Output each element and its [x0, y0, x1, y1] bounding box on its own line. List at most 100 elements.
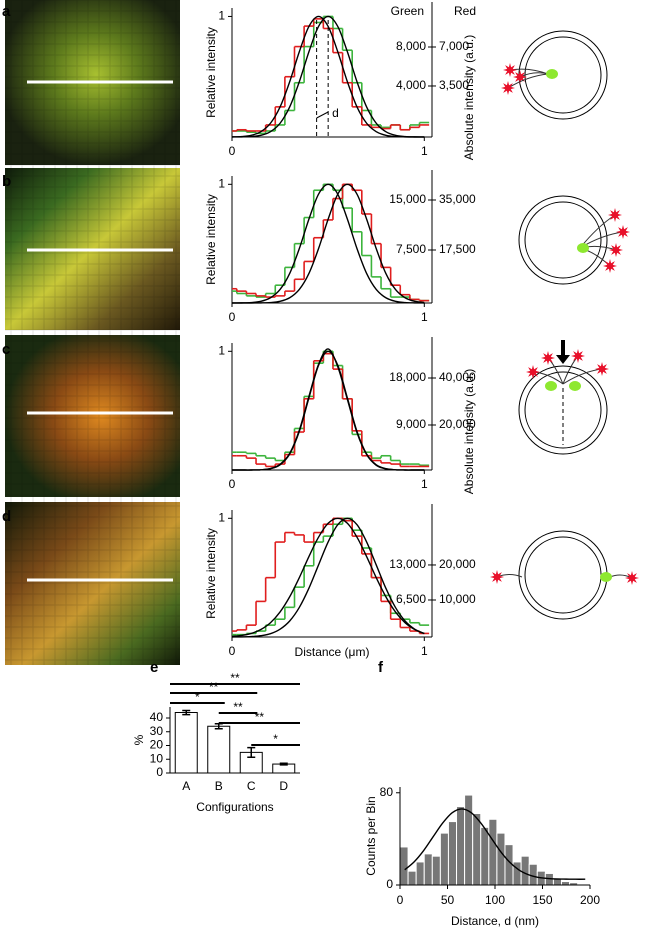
fluorophore — [603, 259, 617, 273]
fit-curve — [231, 517, 425, 638]
histogram-bar — [512, 861, 522, 886]
x-axis-label: Configurations — [196, 800, 273, 814]
membrane — [524, 536, 602, 614]
x-axis-label: Distance (μm) — [295, 645, 370, 659]
green-label — [546, 69, 558, 79]
fluorophore — [616, 225, 630, 239]
x-tick-label: 0 — [229, 477, 236, 491]
histogram-bar — [464, 794, 474, 886]
axis-title: Red — [454, 4, 476, 18]
y2-tick-label: 15,000 — [389, 192, 426, 206]
histogram-bar — [399, 846, 409, 886]
y2-axis-label: Absolute intensity (a.u.) — [462, 369, 476, 494]
y2-tick-label: 13,000 — [389, 557, 426, 571]
error-bar — [182, 709, 191, 716]
membrane — [524, 371, 602, 449]
x-tick-label: D — [279, 779, 288, 793]
y2-tick-label: 18,000 — [389, 370, 426, 384]
error-bar — [279, 762, 288, 766]
panel-label: c — [2, 341, 10, 358]
histogram-bar — [439, 832, 449, 886]
y-axis-label: Relative intensity — [204, 194, 218, 285]
y2-axis-label: Absolute intensity (a.u.) — [462, 35, 476, 160]
fit-curve — [232, 183, 425, 304]
green-label — [545, 381, 557, 391]
membrane — [518, 530, 608, 620]
histogram-bar — [480, 826, 490, 886]
histogram-bar — [528, 863, 538, 886]
significance-label: ** — [255, 710, 265, 724]
bar — [207, 725, 231, 774]
membrane — [518, 195, 608, 285]
histogram-bar — [407, 870, 417, 886]
green-label — [600, 572, 612, 582]
fluorophore — [609, 243, 623, 257]
y2-tick-label: 8,000 — [396, 39, 426, 53]
panel-label: f — [378, 659, 384, 676]
x-tick-label: 0 — [229, 310, 236, 324]
step-riser — [236, 184, 421, 301]
fit-curve — [232, 350, 425, 471]
panel-label: a — [2, 3, 11, 20]
x-tick-label: C — [247, 779, 256, 793]
panel-label: d — [2, 508, 11, 525]
guide — [316, 111, 329, 119]
y-axis-label: Relative intensity — [204, 27, 218, 118]
y2-tick-label: 7,500 — [396, 242, 426, 256]
error-bar — [247, 746, 256, 758]
histogram-bar — [423, 853, 433, 886]
x-tick-label: B — [215, 779, 223, 793]
histogram-bar — [456, 806, 466, 886]
fit-curve — [231, 15, 425, 138]
y-axis-label: % — [132, 734, 146, 745]
y2-tick-label: 9,000 — [396, 417, 426, 431]
histogram-bar — [415, 861, 425, 886]
y2-tick-label: 4,000 — [396, 78, 426, 92]
membrane — [524, 36, 602, 114]
y-tick-label: 1 — [218, 343, 225, 357]
fluorophore — [595, 362, 609, 376]
membrane — [524, 201, 602, 279]
x-tick-label: 0 — [229, 144, 236, 158]
fluorophore — [490, 570, 504, 584]
histogram-bar — [496, 832, 506, 886]
fluorophore — [608, 208, 622, 222]
annotation: d — [332, 106, 339, 120]
fit-curve — [231, 15, 425, 138]
y-tick-label: 0 — [386, 877, 393, 891]
histogram-bar — [520, 855, 530, 886]
fluorophore — [571, 349, 585, 363]
y3-tick-label: 7,000 — [439, 39, 469, 53]
x-tick-label: 150 — [532, 893, 552, 907]
y-axis-label: Counts per Bin — [364, 796, 378, 875]
fit-curve — [231, 183, 425, 304]
linker — [579, 214, 616, 249]
fit-curve — [232, 348, 425, 471]
y3-tick-label: 35,000 — [439, 192, 476, 206]
y3-tick-label: 20,000 — [439, 417, 476, 431]
x-tick-label: 1 — [421, 310, 428, 324]
bar — [174, 712, 198, 774]
significance-label: ** — [209, 680, 219, 694]
linker — [507, 73, 549, 89]
histogram-bar — [561, 881, 571, 886]
y3-tick-label: 10,000 — [439, 592, 476, 606]
y3-tick-label: 20,000 — [439, 557, 476, 571]
significance-label: ** — [233, 700, 243, 714]
x-tick-label: 0 — [229, 644, 236, 658]
histogram-bar — [431, 855, 441, 886]
y-tick-label: 1 — [218, 510, 225, 524]
histogram-bar — [488, 818, 498, 886]
x-tick-label: 50 — [441, 893, 455, 907]
micrographs — [5, 0, 180, 665]
y-tick-label: 30 — [150, 724, 164, 738]
y2-tick-label: 6,500 — [396, 592, 426, 606]
fit-curve — [404, 808, 586, 880]
x-axis-label: Distance, d (nm) — [451, 914, 539, 928]
panel-label: b — [2, 173, 11, 190]
cell-diagrams — [490, 30, 639, 620]
y-tick-label: 10 — [150, 751, 164, 765]
panel-label: e — [150, 659, 158, 676]
y-tick-label: 0 — [156, 765, 163, 779]
y3-tick-label: 17,500 — [439, 242, 476, 256]
